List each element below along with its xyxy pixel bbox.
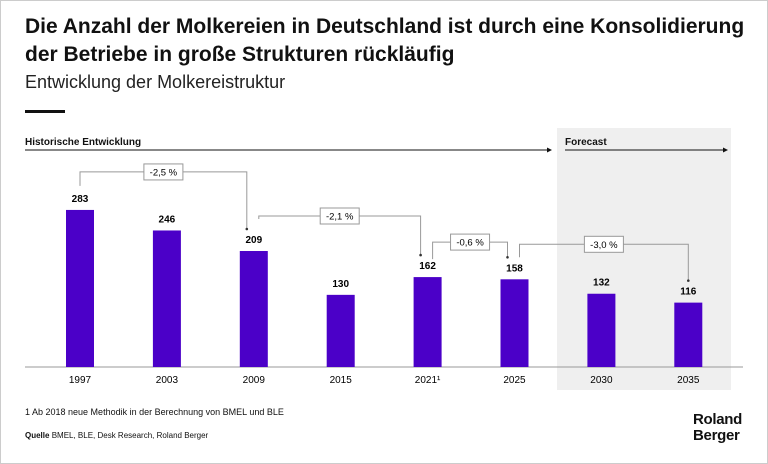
roland-berger-logo: Roland Berger xyxy=(693,412,742,444)
logo-line-2: Berger xyxy=(693,427,740,444)
value-label-0: 283 xyxy=(72,194,89,205)
bar-2 xyxy=(239,251,268,367)
x-tick-7: 2035 xyxy=(677,375,700,386)
cagr-label-0: -2,5 % xyxy=(150,167,178,178)
historic-label: Historische Entwicklung xyxy=(25,137,142,148)
footnote: 1 Ab 2018 neue Methodik in der Berechnun… xyxy=(25,407,284,417)
historic-arrowhead xyxy=(547,147,552,153)
title-rule xyxy=(25,110,65,113)
value-label-3: 130 xyxy=(332,279,349,290)
x-tick-6: 2030 xyxy=(590,375,613,386)
cagr-box-0 xyxy=(143,163,184,181)
cagr-label-2: -0,6 % xyxy=(456,238,484,249)
forecast-arrowhead xyxy=(723,147,728,153)
cagr-arrow-tip-0 xyxy=(245,227,249,231)
x-tick-0: 1997 xyxy=(69,375,92,386)
value-label-2: 209 xyxy=(245,235,262,246)
cagr-arrow-tip-1 xyxy=(419,253,422,257)
source-label: Quelle xyxy=(25,431,50,440)
forecast-label: Forecast xyxy=(565,137,607,148)
bar-0 xyxy=(66,209,94,367)
bar-1 xyxy=(152,230,181,367)
bar-7 xyxy=(674,302,703,367)
bar-5 xyxy=(500,279,529,367)
bar-3 xyxy=(326,294,355,367)
cagr-arrow-tip-2 xyxy=(506,256,509,259)
source: Quelle BMEL, BLE, Desk Research, Roland … xyxy=(25,431,208,440)
bar-4 xyxy=(413,277,442,367)
page-title: Die Anzahl der Molkereien in Deutschland… xyxy=(25,15,745,66)
cagr-label-3: -3,0 % xyxy=(590,240,618,251)
x-tick-3: 2015 xyxy=(330,375,353,386)
x-tick-5: 2025 xyxy=(503,375,526,386)
cagr-box-3 xyxy=(583,235,624,253)
logo-line-1: Roland xyxy=(693,411,743,428)
source-text: BMEL, BLE, Desk Research, Roland Berger xyxy=(51,431,209,440)
x-tick-1: 2003 xyxy=(156,375,179,386)
value-label-4: 162 xyxy=(419,261,436,272)
value-label-7: 116 xyxy=(680,287,697,298)
subtitle: Entwicklung der Molkereistruktur xyxy=(25,72,286,92)
cagr-label-1: -2,1 % xyxy=(326,212,354,223)
bar-6 xyxy=(587,293,616,367)
x-tick-2: 2009 xyxy=(243,375,266,386)
cagr-box-1 xyxy=(319,207,360,225)
value-label-5: 158 xyxy=(506,263,523,274)
cagr-box-2 xyxy=(450,233,491,251)
value-label-6: 132 xyxy=(593,278,610,289)
x-tick-4: 2021¹ xyxy=(415,375,441,386)
cagr-arrow-tip-3 xyxy=(687,279,690,282)
value-label-1: 246 xyxy=(159,214,176,225)
